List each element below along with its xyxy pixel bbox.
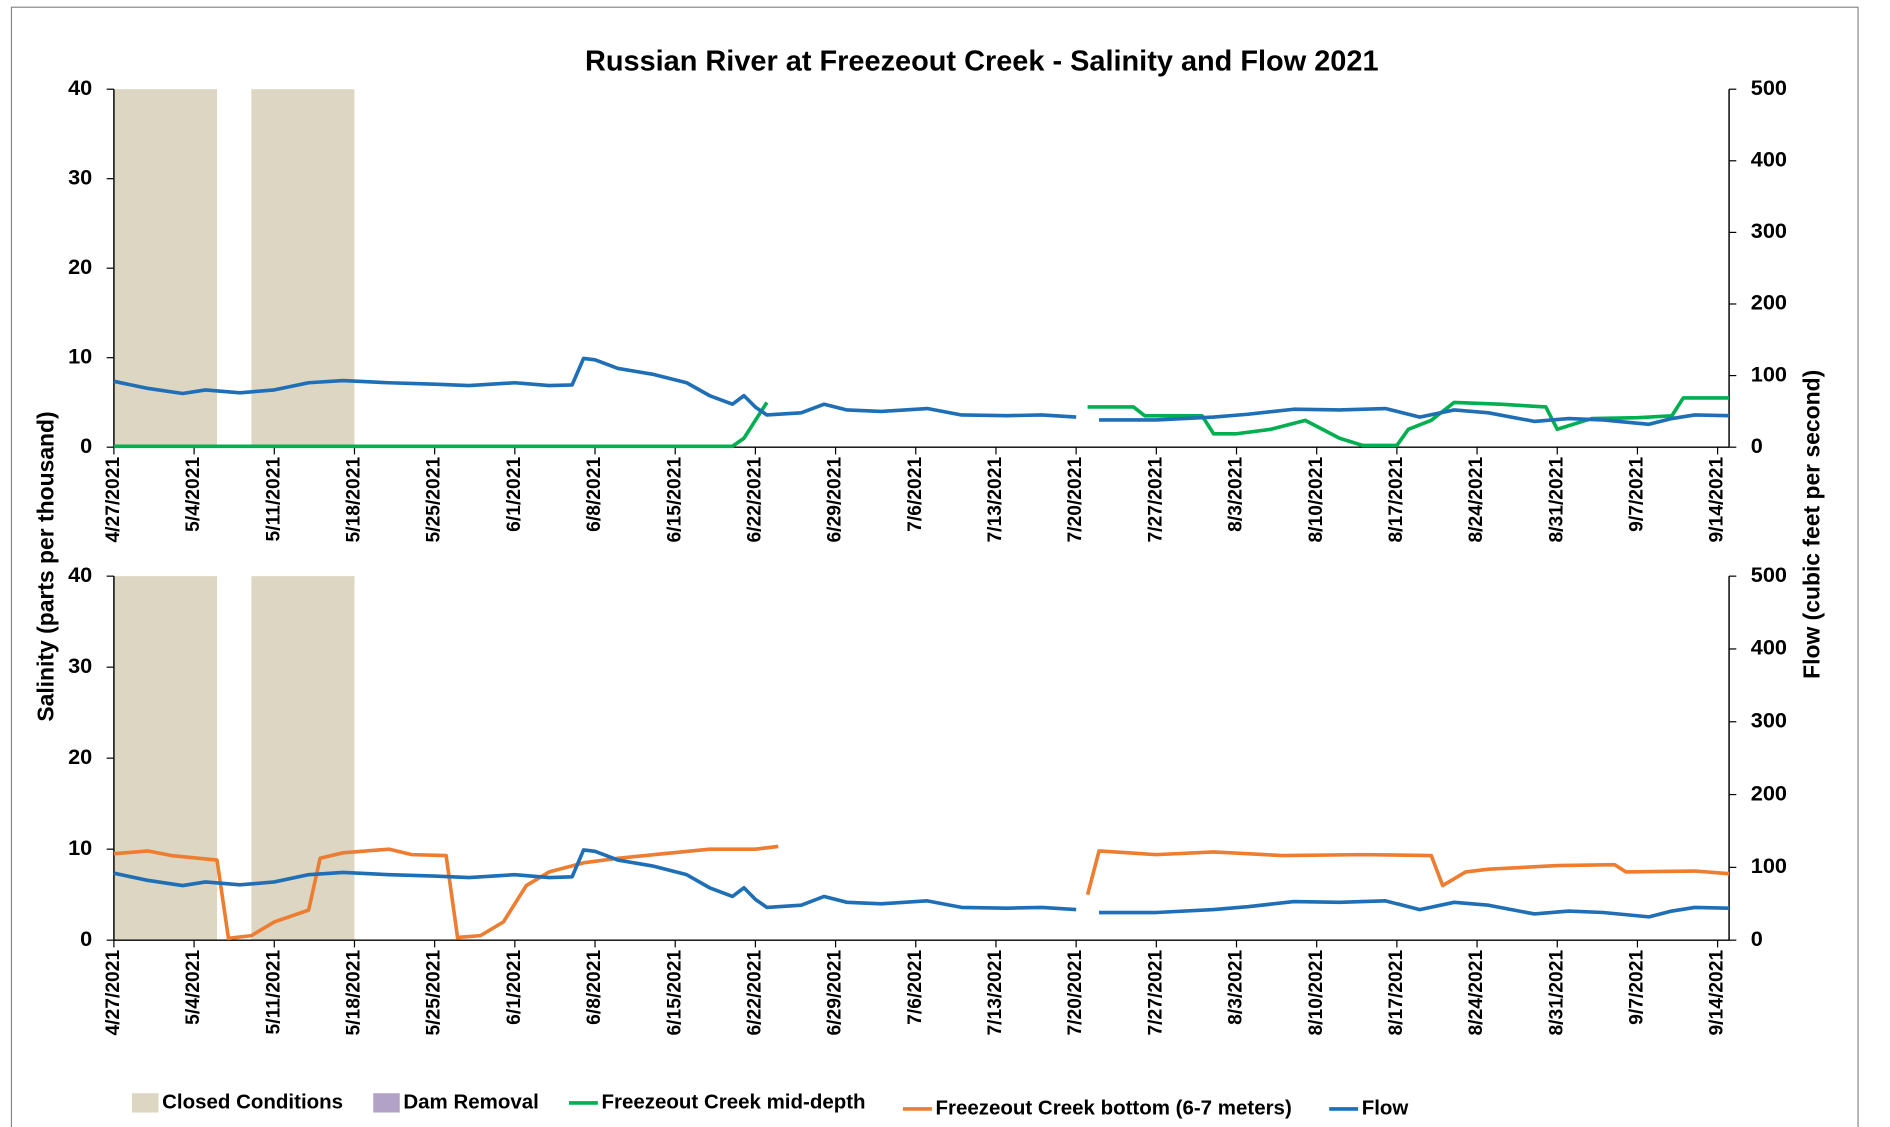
x-tick-label: 6/8/2021 <box>584 950 605 1025</box>
x-tick-label: 6/22/2021 <box>744 950 765 1036</box>
x-tick-label: 5/4/2021 <box>183 950 204 1025</box>
y-tick-label: 30 <box>68 164 92 189</box>
y-tick-label: 10 <box>68 835 92 860</box>
x-tick-label: 8/24/2021 <box>1466 457 1487 543</box>
y-tick-label: 40 <box>68 75 92 100</box>
x-tick-label: 8/17/2021 <box>1386 457 1407 543</box>
x-tick-label: 7/6/2021 <box>905 950 926 1025</box>
x-tick-label: 7/27/2021 <box>1145 457 1166 543</box>
x-tick-label: 7/20/2021 <box>1065 950 1086 1036</box>
x-tick-label: 8/10/2021 <box>1306 950 1327 1036</box>
y2-axis-label: Flow (cubic feet per second) <box>1798 370 1824 679</box>
legend-label: Closed Conditions <box>162 1090 343 1113</box>
x-tick-label: 6/1/2021 <box>504 457 525 532</box>
x-tick-label: 6/15/2021 <box>664 457 685 543</box>
x-tick-label: 4/27/2021 <box>103 950 124 1036</box>
y2-tick-label: 500 <box>1751 562 1787 587</box>
x-tick-label: 8/10/2021 <box>1306 457 1327 543</box>
x-tick-label: 5/4/2021 <box>183 457 204 532</box>
x-tick-label: 8/17/2021 <box>1386 950 1407 1036</box>
legend-label: Freezeout Creek bottom (6-7 meters) <box>935 1096 1291 1119</box>
legend-swatch <box>373 1093 400 1113</box>
y-tick-label: 30 <box>68 653 92 678</box>
x-tick-label: 8/31/2021 <box>1546 457 1567 543</box>
x-tick-label: 6/1/2021 <box>504 950 525 1025</box>
y2-tick-label: 200 <box>1751 290 1787 315</box>
closed-period <box>113 576 218 941</box>
y2-tick-label: 300 <box>1751 707 1787 732</box>
x-tick-label: 4/27/2021 <box>103 457 124 543</box>
x-tick-label: 7/20/2021 <box>1065 457 1086 543</box>
x-tick-label: 6/29/2021 <box>825 950 846 1036</box>
series-line <box>113 356 1730 427</box>
y-tick-label: 0 <box>80 433 92 458</box>
y2-tick-label: 300 <box>1751 218 1787 243</box>
x-tick-label: 7/6/2021 <box>905 457 926 532</box>
x-tick-label: 9/7/2021 <box>1627 457 1648 532</box>
x-tick-label: 8/3/2021 <box>1226 457 1247 532</box>
x-tick-label: 5/18/2021 <box>344 950 365 1036</box>
legend-label: Flow <box>1362 1096 1409 1119</box>
x-tick-label: 7/13/2021 <box>985 457 1006 543</box>
x-tick-label: 9/14/2021 <box>1707 457 1728 543</box>
y2-tick-label: 400 <box>1751 147 1787 172</box>
x-tick-label: 8/31/2021 <box>1546 950 1567 1036</box>
closed-period <box>251 89 355 448</box>
y-tick-label: 40 <box>68 562 92 587</box>
x-tick-label: 6/8/2021 <box>584 457 605 532</box>
legend-label: Dam Removal <box>403 1090 538 1113</box>
y-tick-label: 10 <box>68 343 92 368</box>
legend-label: Freezeout Creek mid-depth <box>602 1090 866 1113</box>
legend-swatch <box>131 1093 159 1113</box>
x-tick-label: 6/15/2021 <box>664 950 685 1036</box>
closed-period <box>113 89 218 448</box>
x-tick-label: 5/11/2021 <box>263 950 284 1035</box>
chart-title: Russian River at Freezeout Creek - Salin… <box>585 45 1379 77</box>
x-tick-label: 7/13/2021 <box>985 950 1006 1036</box>
x-tick-label: 5/25/2021 <box>424 457 445 543</box>
y2-tick-label: 0 <box>1751 926 1763 951</box>
x-tick-label: 5/18/2021 <box>344 457 365 543</box>
x-tick-label: 9/7/2021 <box>1627 950 1648 1025</box>
x-tick-label: 9/14/2021 <box>1707 950 1728 1036</box>
y-tick-label: 20 <box>68 254 92 279</box>
y2-tick-label: 200 <box>1751 780 1787 805</box>
closed-period <box>251 576 355 941</box>
y2-tick-label: 100 <box>1751 853 1787 878</box>
y-tick-label: 20 <box>68 744 92 769</box>
y2-tick-label: 0 <box>1751 433 1763 458</box>
y-tick-label: 0 <box>80 926 92 951</box>
y2-tick-label: 500 <box>1751 75 1787 100</box>
x-tick-label: 7/27/2021 <box>1145 950 1166 1036</box>
series-line <box>113 396 1730 449</box>
x-tick-label: 5/25/2021 <box>424 950 445 1036</box>
series-line <box>113 844 1730 941</box>
y-axis-label: Salinity (parts per thousand) <box>33 411 59 721</box>
x-tick-label: 8/3/2021 <box>1226 950 1247 1025</box>
x-tick-label: 6/29/2021 <box>825 457 846 543</box>
x-tick-label: 5/11/2021 <box>263 457 284 542</box>
series-line <box>113 848 1730 919</box>
y2-tick-label: 400 <box>1751 635 1787 660</box>
x-tick-label: 6/22/2021 <box>744 457 765 543</box>
y2-tick-label: 100 <box>1751 361 1787 386</box>
x-tick-label: 8/24/2021 <box>1466 950 1487 1036</box>
